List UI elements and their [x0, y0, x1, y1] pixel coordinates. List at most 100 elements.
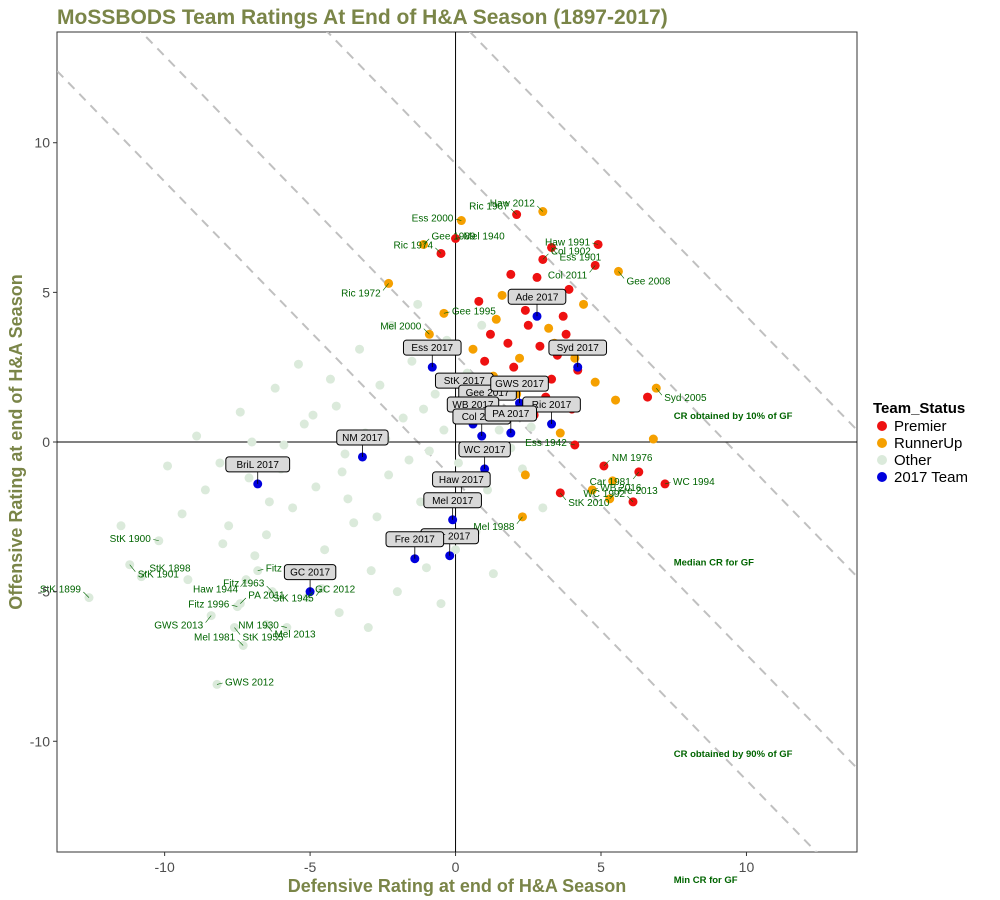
data-point	[485, 329, 495, 339]
legend-item: Premier	[877, 418, 947, 435]
data-point	[547, 374, 557, 384]
data-point	[523, 320, 533, 330]
data-point	[224, 521, 234, 531]
label-leader	[257, 568, 264, 571]
point-label: Fitz 1996	[188, 600, 230, 611]
data-point	[483, 485, 493, 495]
y-tick-label: -10	[30, 733, 50, 749]
point-label: Car 1981	[590, 477, 632, 488]
team-2017-label: WC 2017	[458, 441, 511, 469]
team-2017-label: GC 2017	[283, 564, 337, 592]
label-leader	[618, 271, 625, 279]
data-point	[648, 434, 658, 444]
point-label: Haw 1991	[545, 237, 590, 248]
label-leader	[83, 591, 90, 598]
point-label: StK 1900	[110, 534, 152, 545]
data-point	[494, 425, 504, 435]
svg-text:Gee 2017: Gee 2017	[466, 388, 510, 399]
point-label: Ess 1901	[560, 252, 602, 263]
label-leader	[589, 265, 596, 273]
x-tick-label: 0	[452, 859, 460, 875]
point-label: StK 1945	[273, 594, 315, 605]
reference-line-label: Min CR for GF	[674, 875, 738, 886]
team-2017-label: GWS 2017	[490, 375, 549, 404]
point-label: Ess 1942	[525, 438, 567, 449]
label-leader	[315, 588, 322, 596]
team-2017-label: Haw 2017	[432, 471, 491, 499]
svg-text:Ess 2017: Ess 2017	[411, 343, 453, 354]
svg-text:Syd 2017: Syd 2017	[557, 343, 600, 354]
team-2017-label: Ess 2017	[402, 339, 462, 368]
point-label: Col 1902	[551, 246, 591, 257]
data-point	[544, 323, 554, 333]
team-2017-label: Syd 2017	[548, 339, 608, 368]
svg-text:Ade 2017: Ade 2017	[516, 292, 559, 303]
chart-title: MoSSBODS Team Ratings At End of H&A Seas…	[57, 6, 668, 29]
data-point	[407, 356, 417, 366]
data-point	[334, 608, 344, 618]
label-leader	[141, 570, 148, 577]
label-leader	[443, 311, 450, 314]
svg-text:StK 2017: StK 2017	[444, 376, 486, 387]
legend-item: RunnerUp	[877, 435, 962, 452]
legend-item: Other	[877, 452, 932, 469]
svg-text:WC 2017: WC 2017	[464, 445, 506, 456]
point-label: WC 1994	[673, 477, 715, 488]
point-label: Haw 1944	[193, 585, 238, 596]
label-leader	[592, 488, 598, 491]
y-tick-label: 10	[34, 135, 50, 151]
data-point	[468, 344, 478, 354]
svg-text:Haw 2017: Haw 2017	[439, 475, 484, 486]
label-leader	[656, 387, 663, 396]
point-label: NM 1930	[238, 621, 279, 632]
data-point	[247, 437, 257, 447]
label-leader	[153, 539, 159, 542]
label-leader	[627, 496, 634, 503]
point-label: StK 2010	[568, 498, 610, 509]
point-label: Mel 1940	[464, 231, 506, 242]
data-point	[343, 494, 353, 504]
svg-text:WB 2017: WB 2017	[452, 400, 494, 411]
x-axis-ticks: -10 -5 0 5 10	[155, 852, 754, 875]
point-label: StK 1898	[149, 564, 191, 575]
point-label: GWS 2012	[225, 677, 274, 688]
data-point	[308, 410, 318, 420]
data-point	[491, 314, 501, 324]
data-point	[424, 446, 434, 456]
data-point	[387, 320, 397, 330]
y-tick-label: 5	[42, 284, 50, 300]
label-leader	[281, 625, 287, 628]
team-2017-label: Ric 2017	[522, 396, 581, 425]
svg-text:PA 2017: PA 2017	[492, 409, 530, 420]
label-leader	[664, 482, 671, 485]
point-label: Ric 1972	[341, 288, 381, 299]
label-leader	[240, 597, 247, 604]
label-leader	[231, 604, 238, 607]
data-point	[564, 284, 574, 294]
label-leader	[603, 460, 610, 467]
reference-line-label: CR obtained by 90% of GF	[674, 749, 793, 760]
data-point	[520, 305, 530, 315]
data-point	[288, 503, 298, 513]
label-leader	[266, 624, 273, 632]
data-point	[520, 470, 530, 480]
data-point	[183, 575, 193, 585]
label-leader	[537, 205, 544, 212]
point-label: NM 1976	[612, 453, 653, 464]
data-point	[392, 587, 402, 597]
y-axis-ticks: -10 -5 0 5 10	[30, 135, 57, 749]
data-point	[488, 569, 498, 579]
y-tick-label: 0	[42, 434, 50, 450]
data-point	[384, 470, 394, 480]
data-point	[453, 458, 463, 468]
point-label: WC 1992	[583, 489, 625, 500]
point-label: GC 2012	[315, 585, 355, 596]
data-point	[526, 422, 536, 432]
data-point	[608, 476, 618, 486]
data-point	[331, 401, 341, 411]
data-point	[177, 509, 187, 519]
data-point	[250, 551, 260, 561]
svg-text:RunnerUp: RunnerUp	[894, 435, 962, 452]
data-point	[419, 404, 429, 414]
data-point	[337, 467, 347, 477]
